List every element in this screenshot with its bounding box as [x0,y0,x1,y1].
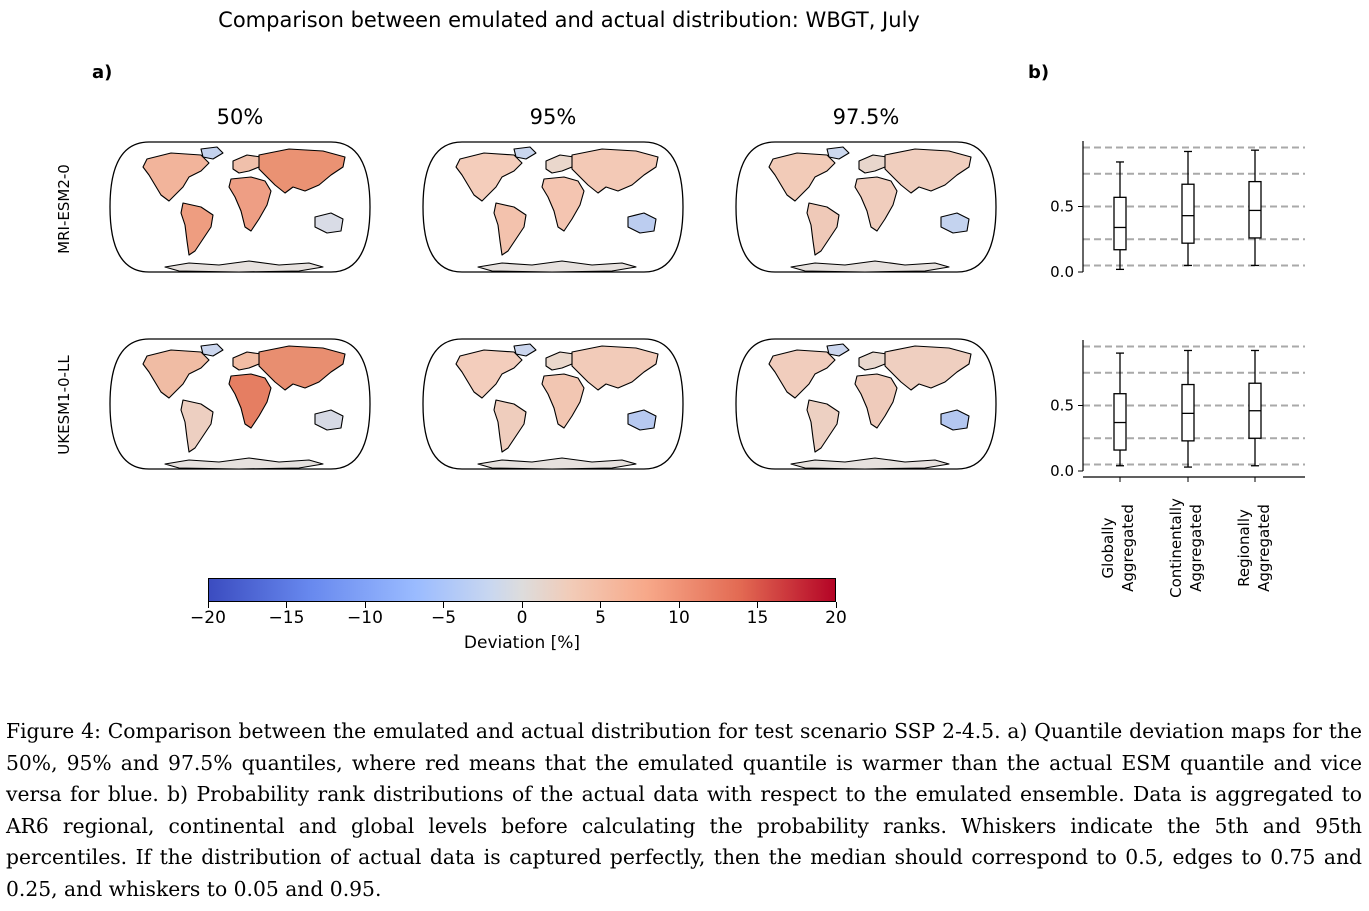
box-iqr [1248,180,1262,239]
colorbar-tick [286,602,287,608]
y-tick-label: 0.0 [1050,462,1074,480]
continent-africa [228,373,272,429]
continent-europe [858,154,888,174]
continent-europe [545,351,575,371]
y-tick-label: 0.0 [1050,263,1074,281]
continent-southAmerica [180,202,214,256]
panel-a-label: a) [92,62,113,83]
continent-africa [854,176,898,232]
box-iqr [1113,393,1127,451]
continent-greenland [200,343,224,357]
continent-asia [884,148,972,194]
colorbar-tick-label: −20 [190,608,226,628]
continent-greenland [826,146,850,160]
colorbar-tick [600,602,601,608]
colorbar-tick-label: 0 [516,608,528,628]
continent-antarctica [164,260,324,273]
colorbar-tick-label: 10 [668,608,690,628]
figure-title: Comparison between emulated and actual d… [218,8,920,32]
continent-southAmerica [806,202,840,256]
category-label-continental: Continentally Aggregated [1166,488,1206,608]
continent-southAmerica [180,399,214,453]
colorbar-tick-label: −15 [268,608,305,628]
box-iqr [1181,183,1195,244]
continent-africa [854,373,898,429]
continent-australia [314,409,344,431]
continent-europe [232,154,262,174]
continent-europe [232,351,262,371]
category-label-regional: Regionally Aggregated [1234,488,1274,608]
continent-asia [258,148,346,194]
column-title-97-5: 97.5% [832,105,900,129]
continent-australia [940,409,970,431]
continent-greenland [513,146,537,160]
continent-asia [258,345,346,391]
continent-asia [884,345,972,391]
continent-asia [571,345,659,391]
continent-antarctica [164,457,324,470]
colorbar-tick-label: −5 [430,608,457,628]
continent-antarctica [790,457,950,470]
category-label-regional-line1: Regionally [1235,509,1253,587]
continent-greenland [513,343,537,357]
figure-caption: Figure 4: Comparison between the emulate… [6,719,1362,901]
colorbar-tick [207,602,209,608]
continent-greenland [826,343,850,357]
continent-africa [228,176,272,232]
continent-asia [571,148,659,194]
continent-australia [314,212,344,234]
category-label-global: Globally Aggregated [1098,488,1138,608]
colorbar-tick-label: 5 [595,608,606,628]
colorbar-label: Deviation [%] [463,633,581,653]
box-iqr [1113,196,1127,251]
continent-antarctica [790,260,950,273]
continent-australia [627,212,657,234]
colorbar-tick [835,602,837,608]
world-map [735,338,997,470]
continent-africa [541,176,585,232]
continent-southAmerica [493,202,527,256]
column-title-50: 50% [216,105,264,129]
world-map [109,141,371,273]
y-tick-label: 0.5 [1050,397,1074,415]
box-iqr [1181,383,1195,442]
continent-antarctica [477,260,637,273]
category-label-continental-line1: Continentally [1167,498,1185,598]
panel-b-label: b) [1028,62,1050,83]
colorbar-tick [443,602,444,608]
category-label-global-line2: Aggregated [1119,504,1137,592]
category-label-regional-line2: Aggregated [1255,504,1273,592]
world-map [422,338,684,470]
continent-africa [541,373,585,429]
continent-australia [627,409,657,431]
colorbar-tick-label: 20 [825,608,847,628]
rank-distribution-charts: 0.0 0.5 0.0 0.5 [1050,141,1305,482]
continent-greenland [200,146,224,160]
category-label-continental-line2: Aggregated [1187,504,1205,592]
colorbar-tick-label: −10 [347,608,383,628]
colorbar-tick [364,602,366,608]
category-label-global-line1: Globally [1099,517,1117,579]
colorbar-tick [521,602,523,608]
world-map [109,338,371,470]
continent-southAmerica [806,399,840,453]
column-title-95: 95% [529,105,577,129]
continent-southAmerica [493,399,527,453]
world-map [735,141,997,273]
y-tick-label: 0.5 [1050,198,1074,216]
colorbar [208,578,836,602]
continent-antarctica [477,457,637,470]
colorbar-tick [757,602,758,608]
continent-australia [940,212,970,234]
colorbar-tick-label: 15 [746,608,769,628]
colorbar-tick [678,602,680,608]
continent-europe [545,154,575,174]
world-map [422,141,684,273]
continent-europe [858,351,888,371]
